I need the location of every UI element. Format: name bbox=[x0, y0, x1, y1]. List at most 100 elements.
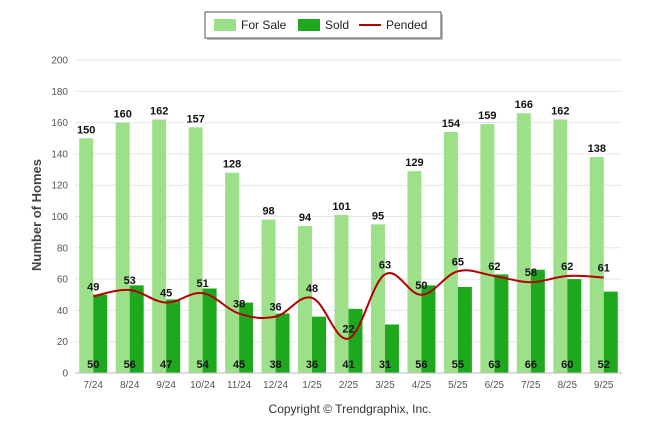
data-label-sold: 52 bbox=[598, 359, 610, 371]
y-tick-label: 20 bbox=[57, 337, 69, 348]
y-axis-label: Number of Homes bbox=[29, 159, 44, 271]
data-label-pended: 62 bbox=[561, 261, 573, 273]
x-tick-label: 3/25 bbox=[375, 380, 395, 391]
bar-sold[interactable] bbox=[530, 269, 545, 373]
legend-label-sold: Sold bbox=[325, 18, 349, 32]
data-label-pended: 58 bbox=[525, 267, 537, 279]
legend-box bbox=[204, 11, 442, 39]
x-tick-label: 6/25 bbox=[485, 380, 505, 391]
bars bbox=[79, 113, 618, 374]
data-label-for-sale: 138 bbox=[588, 143, 606, 155]
bar-sold[interactable] bbox=[567, 279, 582, 373]
data-label-for-sale: 95 bbox=[372, 210, 384, 222]
bar-sold[interactable] bbox=[312, 316, 327, 373]
data-label-for-sale: 157 bbox=[186, 113, 204, 125]
x-tick-label: 12/24 bbox=[263, 380, 288, 391]
x-tick-label: 5/25 bbox=[448, 380, 468, 391]
copyright-text: Copyright © Trendgraphix, Inc. bbox=[269, 402, 432, 416]
axes: 0 20 40 60 80 100 120 140 160 180 200 7/24 8/24 9/24 1… bbox=[51, 56, 622, 391]
x-tick-label: 7/25 bbox=[521, 380, 541, 391]
data-label-sold: 45 bbox=[233, 359, 245, 371]
bar-sold[interactable] bbox=[129, 285, 144, 373]
data-label-sold: 60 bbox=[561, 359, 573, 371]
legend-swatch-sold bbox=[298, 19, 320, 31]
bar-for-sale[interactable] bbox=[516, 113, 531, 374]
bar-for-sale[interactable] bbox=[115, 122, 130, 373]
y-tick-label: 200 bbox=[51, 56, 68, 67]
data-label-pended: 53 bbox=[124, 275, 136, 287]
bar-for-sale[interactable] bbox=[370, 224, 385, 373]
x-tick-label: 9/25 bbox=[594, 380, 614, 391]
bar-for-sale[interactable] bbox=[443, 131, 458, 373]
y-tick-label: 100 bbox=[51, 212, 68, 223]
pended-line[interactable] bbox=[93, 269, 604, 340]
bar-sold[interactable] bbox=[275, 313, 290, 373]
data-label-pended: 65 bbox=[452, 256, 464, 268]
bar-for-sale[interactable] bbox=[334, 214, 349, 373]
data-label-pended: 38 bbox=[233, 299, 245, 311]
data-label-sold: 36 bbox=[306, 359, 318, 371]
y-tick-label: 180 bbox=[51, 87, 68, 98]
y-tick-label: 40 bbox=[57, 306, 69, 317]
bar-for-sale[interactable] bbox=[480, 124, 495, 373]
x-tick-label: 9/24 bbox=[156, 380, 176, 391]
data-label-for-sale: 162 bbox=[551, 105, 569, 117]
data-label-pended: 45 bbox=[160, 288, 172, 300]
bar-sold[interactable] bbox=[384, 324, 399, 373]
data-label-for-sale: 98 bbox=[262, 206, 274, 218]
bar-for-sale[interactable] bbox=[79, 138, 94, 373]
data-label-sold: 55 bbox=[452, 359, 464, 371]
y-tick-label: 160 bbox=[51, 118, 68, 129]
data-label-pended: 22 bbox=[342, 324, 354, 336]
bar-sold[interactable] bbox=[202, 288, 217, 373]
data-label-for-sale: 154 bbox=[442, 118, 461, 130]
data-labels: 150 50 160 56 162 47 157 54 128 45 98 38 94 36 101 41 95… bbox=[77, 99, 610, 371]
bar-for-sale[interactable] bbox=[225, 172, 240, 373]
data-label-for-sale: 162 bbox=[150, 105, 168, 117]
bar-sold[interactable] bbox=[166, 299, 181, 373]
x-tick-label: 8/24 bbox=[120, 380, 140, 391]
legend[interactable]: For Sale Sold Pended bbox=[204, 11, 443, 40]
pended-line-layer bbox=[93, 269, 604, 340]
bar-for-sale[interactable] bbox=[589, 157, 604, 373]
data-label-for-sale: 101 bbox=[332, 201, 350, 213]
bar-for-sale[interactable] bbox=[188, 127, 203, 373]
x-tick-label: 2/25 bbox=[339, 380, 359, 391]
data-label-sold: 56 bbox=[124, 359, 136, 371]
data-label-sold: 66 bbox=[525, 359, 537, 371]
data-label-sold: 31 bbox=[379, 359, 391, 371]
y-tick-label: 60 bbox=[57, 275, 69, 286]
bar-sold[interactable] bbox=[421, 285, 436, 373]
bar-for-sale[interactable] bbox=[298, 225, 313, 373]
y-tick-label: 140 bbox=[51, 149, 68, 160]
data-label-pended: 49 bbox=[87, 281, 99, 293]
bar-for-sale[interactable] bbox=[261, 219, 276, 373]
x-tick-label: 7/24 bbox=[83, 380, 103, 391]
bar-for-sale[interactable] bbox=[152, 119, 167, 373]
bar-for-sale[interactable] bbox=[553, 119, 568, 373]
bar-sold[interactable] bbox=[457, 286, 472, 373]
y-tick-label: 0 bbox=[62, 369, 68, 380]
data-label-pended: 61 bbox=[598, 263, 610, 275]
data-label-for-sale: 129 bbox=[405, 157, 423, 169]
data-label-sold: 41 bbox=[342, 359, 354, 371]
x-tick-label: 11/24 bbox=[227, 380, 252, 391]
bar-sold[interactable] bbox=[93, 294, 108, 373]
bar-sold[interactable] bbox=[603, 291, 618, 373]
data-label-pended: 63 bbox=[379, 259, 391, 271]
x-tick-label: 4/25 bbox=[412, 380, 432, 391]
legend-label-for-sale: For Sale bbox=[241, 18, 287, 32]
x-tick-label: 1/25 bbox=[302, 380, 322, 391]
data-label-sold: 54 bbox=[197, 359, 210, 371]
bar-sold[interactable] bbox=[494, 274, 509, 373]
bar-for-sale[interactable] bbox=[407, 171, 422, 373]
data-label-sold: 56 bbox=[415, 359, 427, 371]
data-label-sold: 63 bbox=[488, 359, 500, 371]
data-label-sold: 47 bbox=[160, 359, 172, 371]
data-label-for-sale: 150 bbox=[77, 124, 95, 136]
data-label-pended: 62 bbox=[488, 261, 500, 273]
bar-sold[interactable] bbox=[239, 302, 254, 373]
x-tick-label: 10/24 bbox=[190, 380, 215, 391]
y-tick-label: 80 bbox=[57, 243, 69, 254]
